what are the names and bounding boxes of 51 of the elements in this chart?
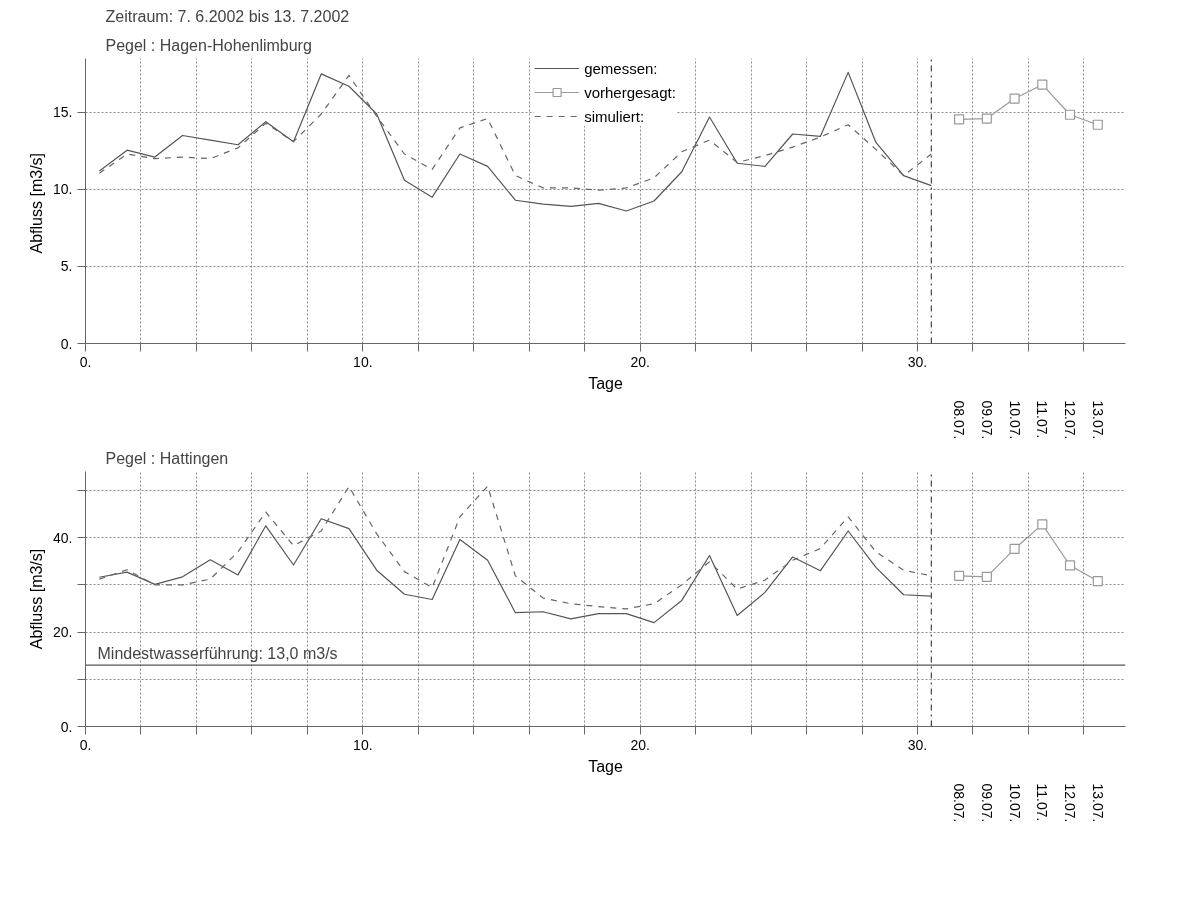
- legend-label: vorhergesagt:: [584, 83, 676, 101]
- line-series: [98, 518, 932, 624]
- text: 13.07.: [1089, 400, 1106, 440]
- x-tick-label: 10.: [353, 353, 373, 370]
- x-tick-label: 0.: [79, 353, 92, 370]
- point: [1037, 519, 1048, 530]
- text: 13.07.: [1089, 783, 1106, 823]
- x-tick-label: 30.: [907, 736, 928, 753]
- x-tick-label: 20.: [630, 353, 650, 370]
- chart-subtitle: Pegel : Hattingen: [105, 449, 229, 467]
- point: [1064, 109, 1076, 120]
- text: 08.07.: [951, 400, 968, 440]
- ref-line-label: Mindestwasserführung: 13,0 m3/s: [97, 645, 338, 663]
- point: [1009, 543, 1020, 555]
- x-tick-label: 0.: [79, 736, 92, 753]
- x-axis-title: Tage: [588, 757, 623, 775]
- point: [1009, 93, 1020, 104]
- x-tick-label: 10.: [353, 736, 373, 753]
- legend-label: simuliert:: [584, 107, 645, 125]
- text: 12.07.: [1062, 400, 1079, 440]
- chart-title: Zeitraum: 7. 6.2002 bis 13. 7.2002: [105, 7, 350, 25]
- point: [1092, 575, 1103, 587]
- y-axis-title: Abfluss [m3/s]: [28, 548, 46, 650]
- text: 09.07.: [978, 783, 995, 823]
- x-tick-label: 30.: [907, 353, 928, 370]
- text: 12.07.: [1062, 783, 1079, 823]
- y-tick-label: 0.: [60, 718, 73, 735]
- point: [1064, 560, 1076, 571]
- y-tick-label: 5.: [60, 258, 73, 275]
- legend-label: gemessen:: [584, 59, 658, 77]
- y-tick-label: 40.: [53, 529, 73, 546]
- y-tick-label: 20.: [53, 624, 73, 641]
- point: [1092, 119, 1103, 130]
- x-axis-title: Tage: [588, 374, 623, 392]
- chart-subtitle: Pegel : Hagen-Hohenlimburg: [105, 36, 312, 54]
- point: [981, 113, 992, 124]
- point: [954, 114, 965, 125]
- text: 09.07.: [978, 400, 995, 440]
- point: [954, 570, 965, 581]
- point: [1037, 79, 1048, 90]
- text: 11.07.: [1034, 783, 1051, 822]
- y-tick-label: 0.: [60, 335, 73, 352]
- text: 11.07.: [1034, 400, 1051, 439]
- point: [981, 571, 992, 582]
- x-tick-label: 20.: [630, 736, 650, 753]
- text: 10.07.: [1006, 400, 1023, 440]
- text: 08.07.: [951, 783, 968, 823]
- y-tick-label: 10.: [53, 181, 73, 198]
- y-tick-label: 15.: [53, 104, 73, 121]
- y-axis-title: Abfluss [m3/s]: [28, 152, 46, 254]
- text: 10.07.: [1006, 783, 1023, 823]
